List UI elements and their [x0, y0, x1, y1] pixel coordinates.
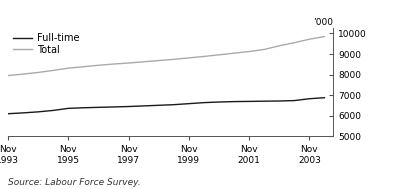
Total: [202, 55, 206, 58]
Line: Total: Total: [8, 36, 324, 76]
Full-time: [156, 104, 161, 106]
Total: [307, 38, 312, 40]
Total: [216, 54, 221, 56]
Total: [81, 66, 86, 68]
Total: [156, 59, 161, 62]
Line: Full-time: Full-time: [8, 98, 324, 114]
Full-time: [262, 100, 266, 102]
Full-time: [187, 102, 191, 105]
Total: [96, 64, 101, 66]
Full-time: [172, 104, 176, 106]
Total: [36, 71, 40, 74]
Full-time: [322, 97, 327, 99]
Total: [66, 67, 71, 69]
Full-time: [36, 111, 40, 113]
Total: [141, 61, 146, 63]
Total: [126, 62, 131, 64]
Full-time: [277, 100, 281, 102]
Full-time: [202, 101, 206, 104]
Legend: Full-time, Total: Full-time, Total: [13, 33, 80, 55]
Total: [292, 42, 297, 44]
Total: [262, 48, 266, 51]
Full-time: [292, 99, 297, 102]
Full-time: [231, 101, 236, 103]
Total: [21, 73, 25, 75]
Full-time: [111, 106, 116, 108]
Total: [322, 35, 327, 38]
Full-time: [307, 98, 312, 100]
Full-time: [51, 109, 56, 112]
Total: [187, 57, 191, 59]
Total: [172, 58, 176, 60]
Full-time: [216, 101, 221, 103]
Text: ’000: ’000: [314, 18, 333, 27]
Full-time: [96, 106, 101, 108]
Total: [277, 45, 281, 47]
Total: [231, 52, 236, 54]
Full-time: [141, 105, 146, 107]
Total: [6, 74, 10, 77]
Full-time: [126, 105, 131, 108]
Full-time: [6, 113, 10, 115]
Full-time: [21, 112, 25, 114]
Full-time: [81, 107, 86, 109]
Total: [111, 63, 116, 65]
Total: [247, 50, 251, 53]
Full-time: [66, 107, 71, 109]
Total: [51, 69, 56, 72]
Text: Source: Labour Force Survey.: Source: Labour Force Survey.: [8, 178, 141, 187]
Full-time: [247, 100, 251, 103]
